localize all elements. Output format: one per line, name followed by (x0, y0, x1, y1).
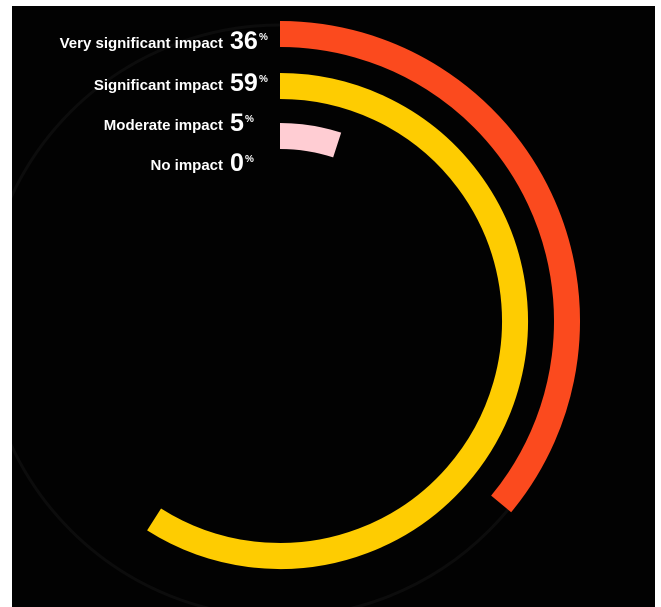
legend-row-no-impact: No impact 0% (150, 149, 254, 177)
legend-unit-very-significant-impact: % (259, 32, 268, 43)
arc-very-significant-impact (279, 21, 580, 513)
legend-label-significant-impact: Significant impact (94, 77, 223, 94)
chart-panel: Very significant impact 36% Significant im… (12, 6, 655, 607)
legend-value-no-impact: 0 (230, 149, 244, 177)
arc-group (147, 21, 580, 569)
arc-moderate-impact (279, 123, 342, 158)
legend-label-moderate-impact: Moderate impact (104, 117, 223, 134)
legend: Very significant impact 36 %Significant im… (60, 27, 268, 177)
legend-unit-significant-impact: % (259, 74, 268, 85)
legend-row-very-significant-impact: Very significant impact 36% (60, 27, 268, 55)
legend-label-no-impact: No impact (150, 157, 223, 174)
radial-bar-chart: Very significant impact 36 %Significant im… (12, 21, 580, 607)
legend-value-significant-impact: 59 (230, 69, 258, 97)
legend-value-very-significant-impact: 36 (230, 27, 258, 55)
legend-label-very-significant-impact: Very significant impact (60, 35, 223, 52)
legend-row-significant-impact: Significant impact 59% (94, 69, 268, 97)
legend-unit-no-impact: % (245, 154, 254, 165)
legend-row-moderate-impact: Moderate impact 5% (104, 109, 254, 137)
legend-value-moderate-impact: 5 (230, 109, 244, 137)
legend-unit-moderate-impact: % (245, 114, 254, 125)
arc-significant-impact (147, 73, 528, 569)
